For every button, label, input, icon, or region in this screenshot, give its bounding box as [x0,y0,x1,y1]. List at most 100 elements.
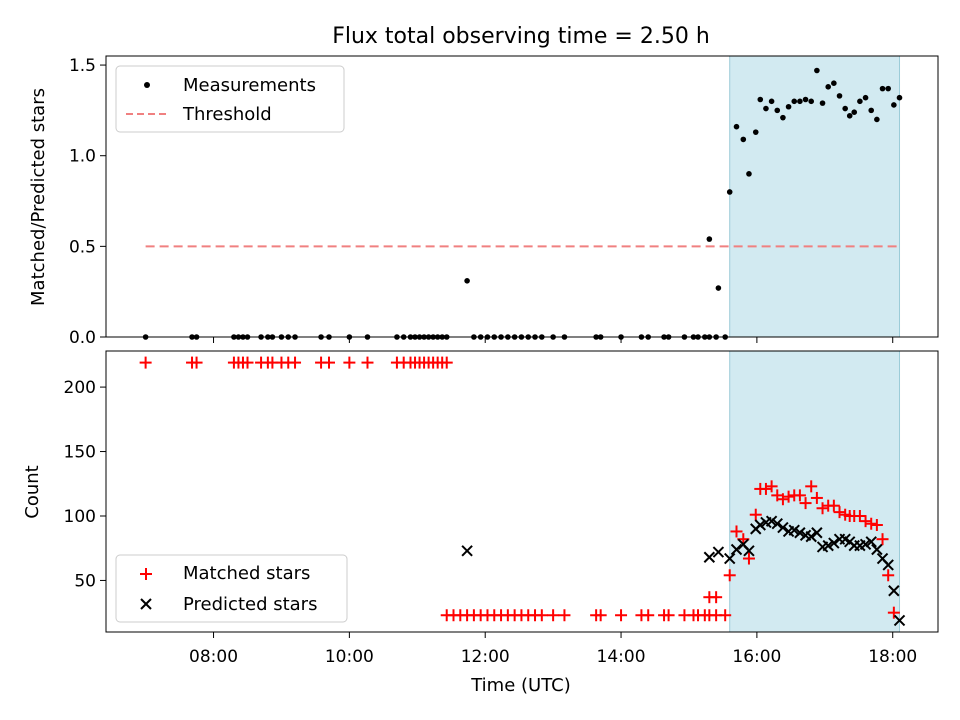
observing-window-shade-bottom [729,350,901,633]
top-legend-box [115,65,345,133]
measurements-point [746,171,752,177]
matched-stars-point [793,489,806,502]
measurements-point [757,96,764,103]
top-y-ticks: 0.0 0.5 1.0 1.5 [69,56,106,348]
matched-stars-point [662,609,675,622]
measurements-point [857,98,863,105]
measurements-point [768,98,775,105]
matched-stars-point [642,609,655,622]
top-y-tick-label: 0.5 [69,237,96,257]
predicted-stars-point [882,559,894,571]
measurements-point [726,189,733,195]
predicted-stars-point [828,537,840,549]
predicted-stars-point [788,524,800,536]
measurements-point [733,123,740,130]
predicted-stars-point [703,551,716,563]
bottom-legend: Matched stars Predicted stars [115,554,348,623]
measurements-point [891,102,897,108]
measurements-point [825,84,831,90]
matched-stars-point [749,508,762,521]
predicted-stars-point [765,515,778,527]
measurements-point [879,85,886,92]
measurements-point [774,107,781,114]
matched-stars-point [805,480,818,493]
matched-stars-point [853,509,866,522]
predicted-stars-point [771,518,783,530]
predicted-stars-point [822,539,834,552]
matched-stars-point [535,609,548,622]
matched-stars-point [322,356,335,369]
matched-stars-point [547,609,560,622]
top-y-tick-label: 0.0 [69,328,96,348]
measurements-point [862,94,869,101]
x-axis-label: Time (UTC) [470,675,571,696]
measurements-point [706,236,713,242]
measurements-point [752,129,759,135]
bottom-y-tick-label: 100 [64,507,96,527]
predicted-stars-point [794,527,806,539]
matched-stars-point [440,356,453,369]
predicted-stars-point [805,530,817,543]
predicted-stars-point [777,521,789,534]
x-tick-label: 18:00 [868,647,917,667]
measurements-point [797,98,803,105]
legend-measurements-marker [144,82,150,88]
predicted-stars-point [461,545,473,557]
predicted-stars-point [754,519,766,531]
bottom-plot-frame [105,350,939,633]
measurements-point [464,278,470,284]
matched-stars-point [887,606,900,619]
measurements-point [885,85,891,92]
predicted-stars-point [730,543,743,556]
matched-stars-point [139,356,152,369]
top-panel: 0.0 0.5 1.0 1.5 Matched/Predicted stars Mea… [28,55,939,348]
predicted-stars-point [893,614,906,627]
x-tick-label: 14:00 [597,647,646,667]
matched-stars-point [782,490,795,503]
measurements-point [740,136,747,143]
top-plot-frame [105,55,939,338]
matched-stars-point [190,356,203,369]
measurements-point [780,114,786,121]
matched-stars-point [759,482,772,495]
matched-stars-point [361,356,374,369]
matched-stars-point [558,609,571,622]
bottom-y-ticks: 50 100 150 200 [64,378,106,591]
measurements-point [846,113,853,119]
top-y-tick-label: 1.0 [69,147,96,167]
measurements-point [763,105,769,112]
matched-stars-point [289,356,302,369]
matched-stars-point [876,533,889,546]
top-legend: Measurements Threshold [115,65,345,133]
measurements-point [836,93,843,99]
bottom-y-tick-label: 150 [64,443,96,463]
legend-predicted-stars-marker [140,598,152,610]
measurements-point [831,80,837,86]
bottom-y-tick-label: 50 [74,571,96,591]
measurements-point [791,98,798,105]
matched-stars-point [615,609,628,622]
predicted-stars-point [724,552,736,565]
predicted-stars-point [743,545,755,557]
measurements-point [874,116,880,123]
measurements-point [819,100,826,106]
top-x-ticks [213,337,894,343]
matched-stars-point [343,356,356,369]
legend-threshold-label: Threshold [182,104,272,125]
measurements-point [814,67,820,74]
top-y-axis-label: Matched/Predicted stars [28,88,49,306]
matched-stars-point [799,497,812,510]
x-tick-label: 10:00 [325,647,374,667]
predicted-stars-point [859,538,872,551]
bottom-legend-box [115,554,348,623]
bottom-y-axis-label: Count [22,465,43,518]
top-y-tick-label: 1.5 [69,56,96,76]
legend-matched-stars-marker [140,568,152,580]
predicted-stars-point [865,536,877,548]
bottom-data-marks [139,356,906,627]
measurements-point [842,105,848,112]
bottom-x-ticks: 08:00 10:00 12:00 14:00 16:00 18:00 [189,632,917,667]
matched-stars-point [776,493,789,506]
matched-stars-point [827,499,840,512]
